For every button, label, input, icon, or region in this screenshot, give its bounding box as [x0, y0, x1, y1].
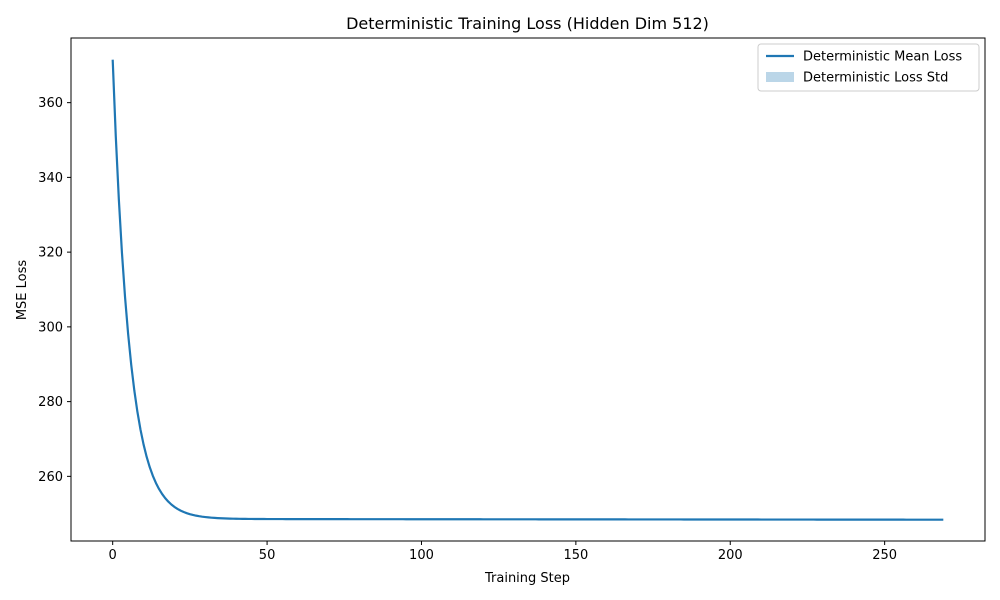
- x-tick-label-0: 0: [109, 548, 117, 563]
- y-tick-label-360: 360: [38, 96, 63, 111]
- y-axis-label: MSE Loss: [15, 260, 30, 321]
- y-tick-label-320: 320: [38, 246, 63, 261]
- x-axis-label: Training Step: [484, 571, 570, 586]
- chart-title: Deterministic Training Loss (Hidden Dim …: [346, 14, 709, 33]
- legend-box: [757, 43, 980, 92]
- x-tick-label-250: 250: [872, 548, 897, 563]
- x-tick-label-200: 200: [718, 548, 743, 563]
- legend-label-1: Deterministic Loss Std: [803, 71, 948, 86]
- y-tick-label-280: 280: [38, 395, 63, 410]
- legend: Deterministic Mean Loss Deterministic Los…: [757, 43, 980, 92]
- x-tick-label-150: 150: [563, 548, 588, 563]
- legend-label-0: Deterministic Mean Loss: [803, 50, 962, 65]
- y-tick-label-300: 300: [38, 320, 63, 335]
- legend-patch-swatch: [766, 72, 794, 82]
- x-tick-label-50: 50: [259, 548, 276, 563]
- x-tick-label-100: 100: [409, 548, 434, 563]
- y-tick-label-260: 260: [38, 470, 63, 485]
- series-line-0: [111, 59, 944, 521]
- axes: 0 50 100 150 200 250 260 280 300 320 340 360: [38, 37, 986, 563]
- axes-frame: [70, 37, 986, 542]
- plot-area: [111, 59, 944, 521]
- y-tick-label-340: 340: [38, 171, 63, 186]
